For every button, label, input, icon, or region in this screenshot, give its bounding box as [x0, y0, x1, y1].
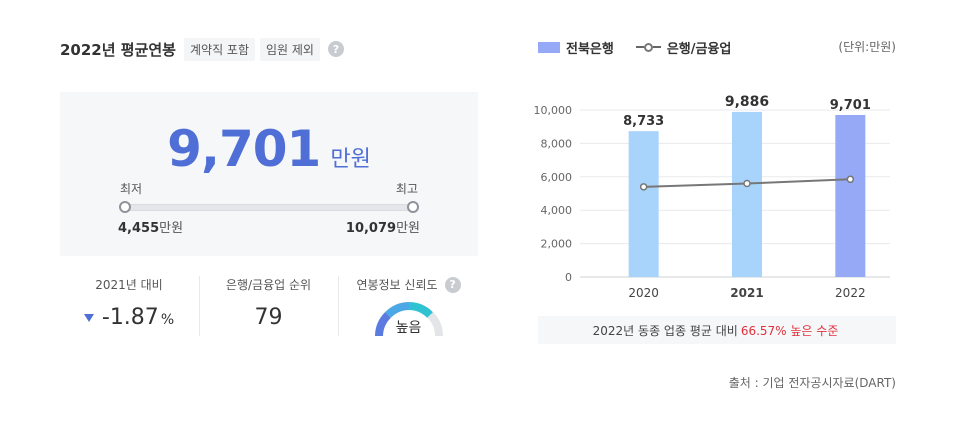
industry-rank-value: 79 — [254, 305, 283, 330]
gauge-arc-icon — [374, 302, 443, 337]
salary-range-track — [125, 204, 413, 211]
reliability-gauge: 높음 — [372, 299, 446, 337]
x-tick-label: 2022 — [835, 286, 866, 300]
chart-legend: 전북은행 은행/금융업 — [538, 37, 731, 57]
industry-rank-label: 은행/금융업 순위 — [225, 278, 312, 292]
y-tick-label: 6,000 — [541, 171, 573, 184]
y-tick-label: 8,000 — [541, 137, 573, 150]
min-value: 4,455만원 — [118, 217, 183, 236]
y-tick-label: 10,000 — [534, 104, 573, 117]
yoy-change-number: -1.87 — [101, 305, 159, 330]
x-tick-label: 2020 — [628, 286, 659, 300]
bar-value-label: 9,886 — [725, 94, 769, 110]
unit-note: (단위:만원) — [838, 40, 896, 54]
legend-bar-swatch — [538, 41, 560, 53]
yoy-change-label: 2021년 대비 — [95, 278, 163, 292]
bar-2022 — [835, 114, 866, 277]
contract-included-chip: 계약직 포함 — [183, 37, 255, 61]
bar-2020 — [628, 131, 659, 277]
data-source: 출처 : 기업 전자공시자료(DART) — [728, 376, 896, 390]
bar-value-label: 8,733 — [623, 114, 664, 129]
reliability-label-row: 연봉정보 신뢰도 ? — [339, 276, 478, 293]
industry-point-2022 — [846, 175, 855, 184]
legend-series-2: 은행/금융업 — [666, 41, 732, 57]
reliability-value: 높음 — [395, 320, 422, 336]
yoy-change-value: -1.87% — [60, 305, 198, 330]
help-icon[interactable]: ? — [327, 41, 344, 57]
max-value-number: 10,079 — [345, 221, 397, 236]
executive-excluded-chip: 임원 제외 — [260, 37, 320, 61]
reliability-help-icon[interactable]: ? — [444, 276, 461, 293]
salary-header: 2022년 평균연봉 계약직 포함 임원 제외 ? — [60, 37, 344, 61]
max-knob — [407, 201, 419, 213]
y-tick-label: 0 — [565, 271, 572, 284]
salary-trend-chart: 0 2,000 4,000 6,000 8,000 10,000 8,733 9,886 9,7… — [534, 94, 890, 300]
comparison-highlight: 66.57% 높은 수준 — [740, 323, 839, 338]
x-tick-label: 2021 — [730, 286, 763, 300]
page-title: 2022년 평균연봉 — [60, 40, 176, 59]
average-salary: 9,701 만원 — [60, 120, 478, 178]
average-salary-unit: 만원 — [330, 147, 371, 172]
industry-point-2021 — [743, 179, 751, 188]
max-label: 최고 — [395, 182, 418, 196]
min-label: 최저 — [120, 182, 143, 196]
industry-rank-stat: 은행/금융업 순위 79 — [199, 276, 337, 336]
min-value-number: 4,455 — [118, 221, 160, 236]
yoy-change-unit: % — [160, 312, 175, 328]
down-arrow-icon — [83, 313, 94, 322]
max-value-unit: 만원 — [396, 221, 420, 236]
min-knob — [119, 201, 131, 213]
legend-series-1: 전북은행 — [566, 41, 614, 57]
average-salary-value: 9,701 — [167, 120, 321, 178]
min-value-unit: 만원 — [159, 221, 184, 236]
comparison-prefix: 2022년 동종 업종 평균 대비 — [592, 323, 738, 338]
bar-2021 — [732, 111, 762, 277]
y-tick-label: 4,000 — [541, 204, 573, 217]
reliability-label: 연봉정보 신뢰도 — [356, 278, 438, 292]
average-salary-summary: 9,701 만원 최저 최고 4,455만원 10,079만원 — [60, 92, 478, 256]
y-tick-label: 2,000 — [541, 238, 573, 251]
bar-value-label: 9,701 — [830, 98, 871, 113]
reliability-stat: 연봉정보 신뢰도 ? 높음 — [338, 276, 478, 337]
max-value: 10,079만원 — [346, 217, 420, 236]
yoy-change-stat: 2021년 대비 -1.87% — [60, 276, 198, 336]
industry-comparison: 2022년 동종 업종 평균 대비 66.57% 높은 수준 — [538, 316, 896, 344]
legend-line-swatch — [635, 42, 661, 52]
industry-point-2020 — [639, 183, 648, 191]
